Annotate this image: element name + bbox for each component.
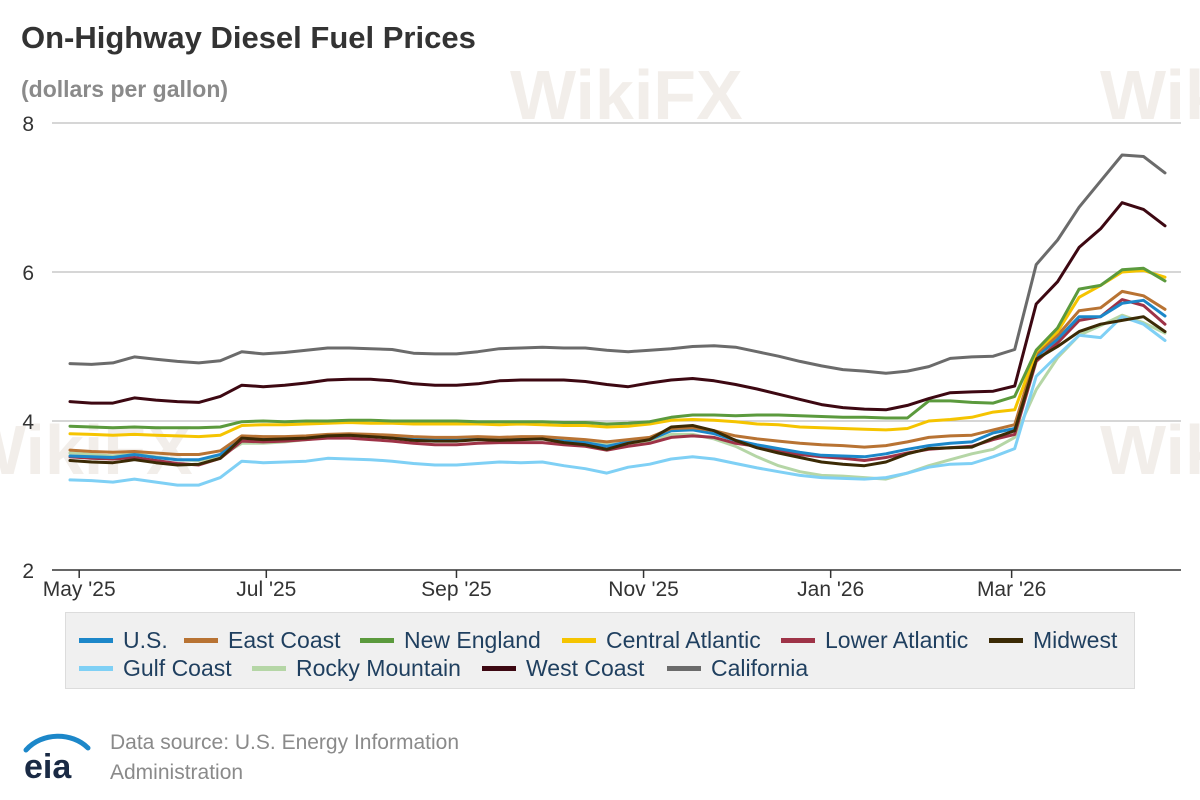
legend-item-u-s[interactable]: U.S. <box>79 627 168 654</box>
legend-label: U.S. <box>123 627 168 653</box>
data-source-line-2: Administration <box>110 761 244 784</box>
legend-label: California <box>711 655 809 681</box>
series-lines <box>68 153 1167 487</box>
x-tick-label: Mar '26 <box>977 578 1046 601</box>
legend-swatch <box>79 638 113 643</box>
x-tick-label: May '25 <box>43 578 116 601</box>
y-tick-label: 8 <box>22 113 34 136</box>
line-chart: 2 4 6 8 May '25 Jul '25 Sep '25 Nov '25 Jan '26 M… <box>22 113 1181 601</box>
legend-swatch <box>184 638 218 643</box>
legend-label: Rocky Mountain <box>296 655 461 681</box>
legend-item-gulf-coast[interactable]: Gulf Coast <box>79 655 232 682</box>
y-tick-label: 2 <box>22 560 34 583</box>
series-line-gulf-coast <box>68 315 1167 487</box>
legend-swatch <box>252 666 286 671</box>
legend-swatch <box>562 638 596 643</box>
chart-subtitle: (dollars per gallon) <box>21 76 229 102</box>
legend-item-west-coast[interactable]: West Coast <box>482 655 644 682</box>
legend-item-midwest[interactable]: Midwest <box>989 627 1117 654</box>
series-line-california <box>68 153 1167 375</box>
legend-item-new-england[interactable]: New England <box>360 627 541 654</box>
logo-text: eia <box>24 748 72 782</box>
x-tick-label: Nov '25 <box>608 578 679 601</box>
x-tick-label: Sep '25 <box>421 578 492 601</box>
legend-swatch <box>360 638 394 643</box>
gridlines <box>52 122 1181 571</box>
legend-label: New England <box>404 627 541 653</box>
legend-swatch <box>667 666 701 671</box>
legend-swatch <box>989 638 1023 643</box>
legend-item-lower-atlantic[interactable]: Lower Atlantic <box>781 627 968 654</box>
data-source-line-1: Data source: U.S. Energy Information <box>110 731 459 754</box>
series-line-west-coast <box>68 201 1167 412</box>
legend-label: Central Atlantic <box>606 627 761 653</box>
legend-swatch <box>781 638 815 643</box>
x-tick-label: Jan '26 <box>797 578 864 601</box>
legend-item-california[interactable]: California <box>667 655 808 682</box>
data-source: Data source: U.S. Energy Information Adm… <box>110 728 510 788</box>
series-line-new-england <box>68 266 1167 430</box>
axes: 2 4 6 8 May '25 Jul '25 Sep '25 Nov '25 Jan '26 M… <box>22 113 1046 601</box>
x-tick-label: Jul '25 <box>236 578 296 601</box>
series-line-east-coast <box>68 289 1167 456</box>
y-tick-label: 6 <box>22 262 34 285</box>
legend-label: Midwest <box>1033 627 1118 653</box>
legend-label: East Coast <box>228 627 341 653</box>
legend-swatch <box>79 666 113 671</box>
legend-label: Lower Atlantic <box>825 627 969 653</box>
chart-legend: U.S. East Coast New England Central Atlanti… <box>65 612 1135 689</box>
y-tick-label: 4 <box>22 411 34 434</box>
series-line-midwest <box>68 315 1167 468</box>
legend-item-rocky-mountain[interactable]: Rocky Mountain <box>252 655 461 682</box>
series-line-central-atlantic <box>68 269 1167 439</box>
legend-label: Gulf Coast <box>123 655 232 681</box>
legend-swatch <box>482 666 516 671</box>
legend-item-east-coast[interactable]: East Coast <box>184 627 341 654</box>
legend-label: West Coast <box>526 655 645 681</box>
chart-title: On-Highway Diesel Fuel Prices <box>21 20 476 55</box>
legend-item-central-atlantic[interactable]: Central Atlantic <box>562 627 761 654</box>
eia-logo: eia <box>23 733 91 782</box>
